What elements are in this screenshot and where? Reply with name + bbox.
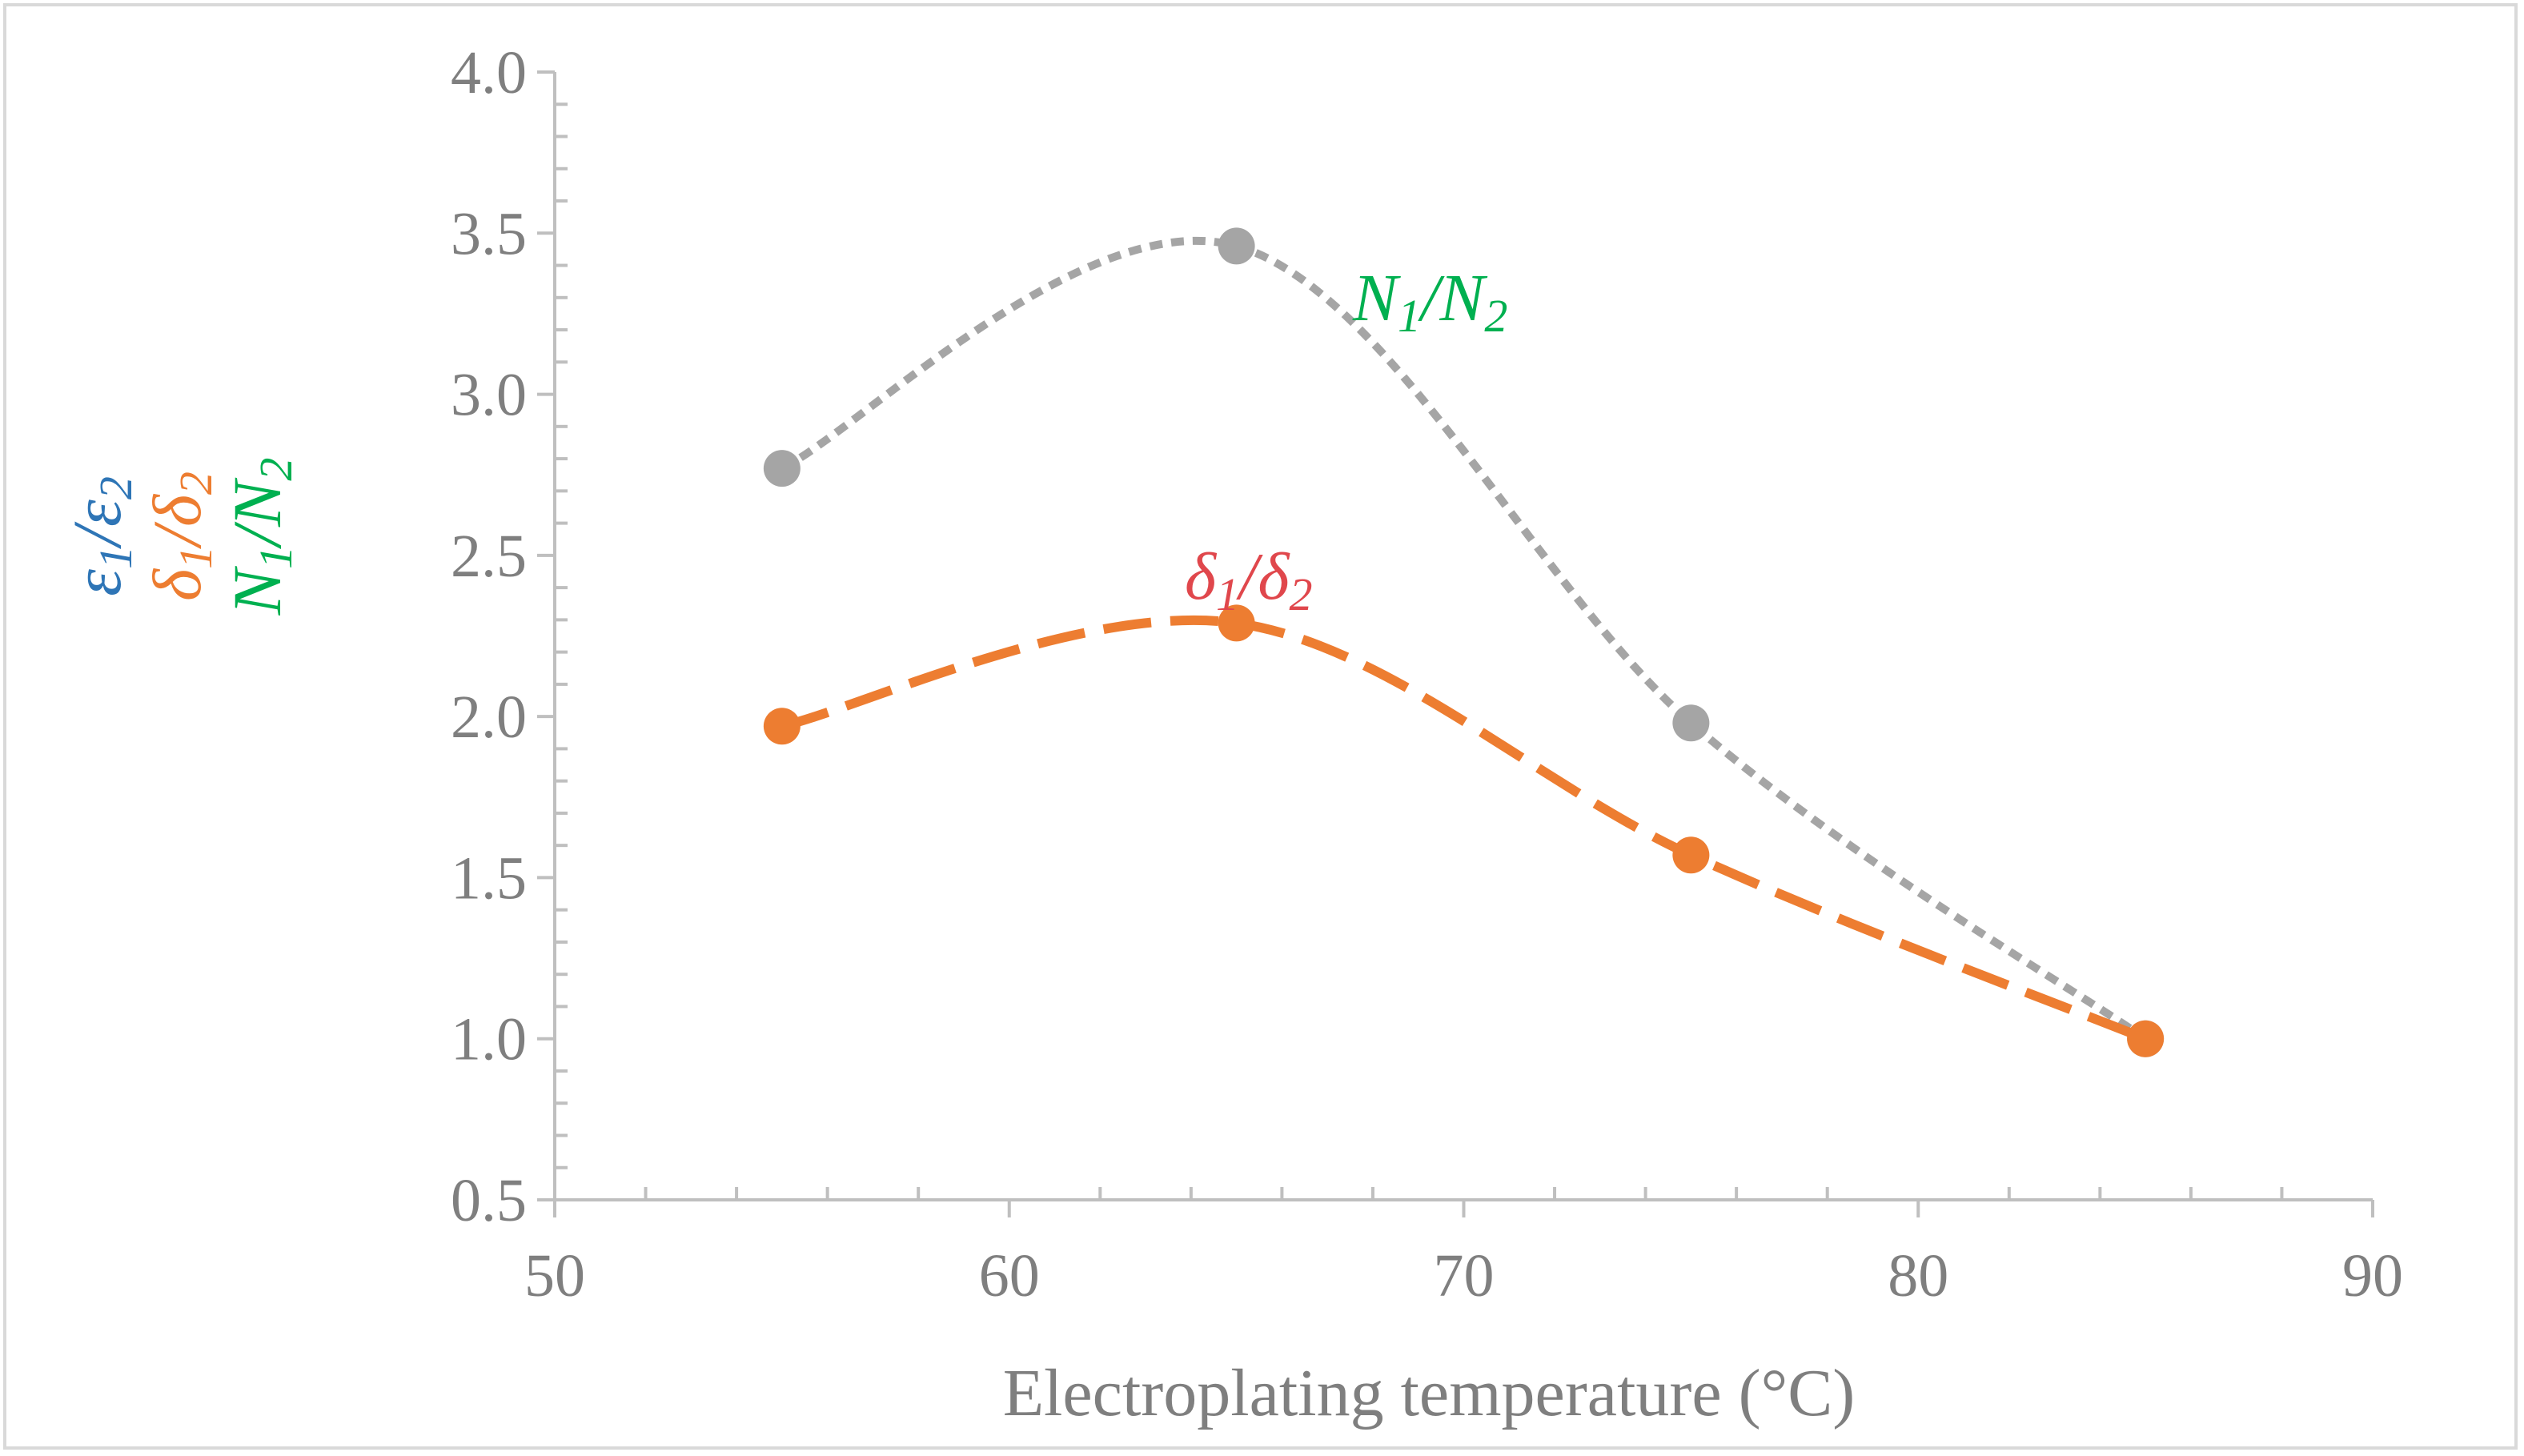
y-axis-title-part: ε1/ε2 [58, 476, 142, 596]
y-tick-label: 3.5 [451, 200, 527, 267]
data-point-n1-n2 [763, 450, 801, 487]
data-point--1-2 [1672, 836, 1710, 874]
y-tick-label: 1.0 [451, 1006, 527, 1073]
axes: 0.5 1.0 1.5 2.0 2.5 3.0 3.5 4.0 50 60 70 80 90 [451, 39, 2403, 1310]
y-axis-title-part: N1/N2 [219, 458, 302, 616]
y-tick-label: 1.5 [451, 844, 527, 912]
data-point-n1-n2 [1672, 704, 1710, 742]
series-line-n1-n2 [780, 236, 2148, 1042]
y-tick-label: 0.5 [451, 1167, 527, 1234]
y-tick-label: 2.5 [451, 523, 527, 590]
y-tick-label: 4.0 [451, 39, 527, 106]
data-point--1-2 [1218, 604, 1255, 642]
y-axis-title-text: δ1/δ2 [138, 471, 222, 601]
y-axis-title-text: N1/N2 [219, 458, 302, 616]
x-axis-title: Electroplating temperature (°C) [1003, 1356, 1855, 1430]
y-tick-label: 3.0 [451, 362, 527, 429]
data-point-n1-n2 [1218, 227, 1255, 265]
labels-layer: N1/N2 δ1/δ2 [1185, 261, 1507, 620]
y-tick-label: 2.0 [451, 684, 527, 751]
x-tick-label: 60 [979, 1242, 1040, 1310]
x-tick-label: 50 [524, 1242, 585, 1310]
y-axis-title-part: δ1/δ2 [138, 471, 222, 601]
chart-frame [3, 3, 2518, 1450]
x-tick-label: 70 [1434, 1242, 1495, 1310]
series-line--1-2 [780, 615, 2148, 1044]
series-layer [763, 227, 2165, 1057]
data-point--1-2 [763, 708, 801, 745]
y-axis-title-text: ε1/ε2 [58, 476, 142, 596]
series-label-delta-ratio: δ1/δ2 [1185, 539, 1312, 620]
series-label-n-ratio: N1/N2 [1352, 261, 1507, 342]
x-tick-label: 80 [1888, 1242, 1948, 1310]
x-tick-label: 90 [2342, 1242, 2403, 1310]
data-point--1-2 [2127, 1020, 2165, 1057]
